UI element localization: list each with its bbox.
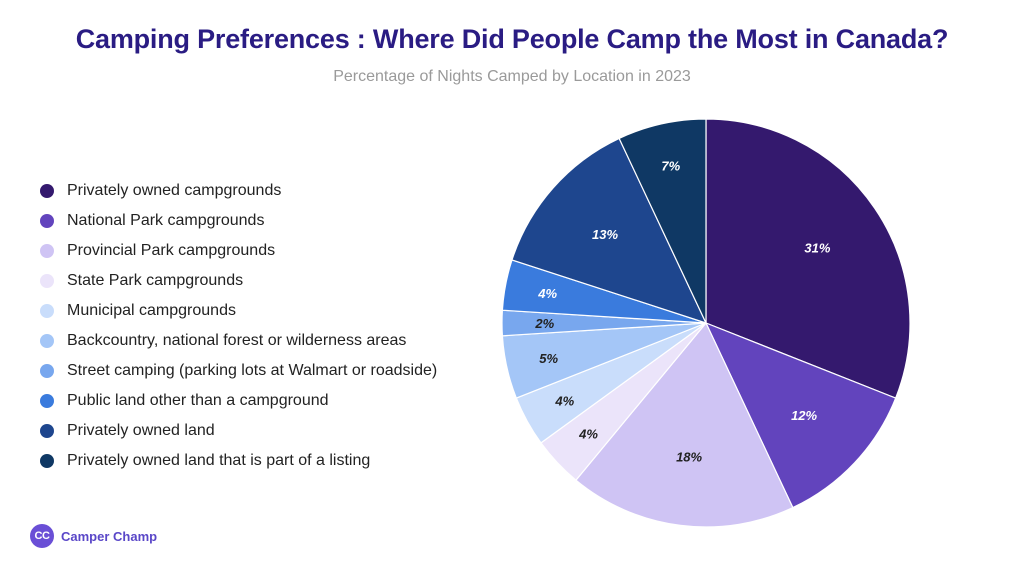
legend-label: National Park campgrounds (67, 212, 265, 229)
legend-label: Privately owned land (67, 422, 215, 439)
legend-label: State Park campgrounds (67, 272, 244, 289)
legend-item: State Park campgrounds (40, 266, 437, 296)
legend: Privately owned campgrounds National Park… (40, 176, 437, 476)
slice-value-label: 5% (539, 351, 558, 366)
slice-value-label: 18% (676, 450, 702, 465)
pie-slice (511, 137, 708, 324)
legend-item: Backcountry, national forest or wilderne… (40, 326, 437, 356)
pie-slice (618, 118, 707, 324)
legend-swatch (40, 304, 54, 318)
pie-slice (704, 321, 897, 509)
legend-item: Provincial Park campgrounds (40, 236, 437, 266)
legend-label: Backcountry, national forest or wilderne… (67, 332, 407, 349)
legend-swatch (40, 454, 54, 468)
chart-subtitle: Percentage of Nights Camped by Location … (333, 68, 691, 85)
slice-value-label: 4% (554, 394, 574, 409)
slice-value-label: 31% (804, 240, 830, 255)
legend-swatch (40, 364, 54, 378)
legend-swatch (40, 424, 54, 438)
pie-slice (705, 118, 911, 399)
legend-swatch (40, 214, 54, 228)
legend-swatch (40, 244, 54, 258)
slice-value-label: 12% (791, 408, 817, 423)
legend-item: Privately owned land that is part of a l… (40, 446, 437, 476)
legend-item: Privately owned land (40, 416, 437, 446)
brand-name: Camper Champ (61, 528, 158, 544)
pie-slice (575, 321, 794, 528)
legend-label: Provincial Park campgrounds (67, 242, 276, 259)
legend-label: Street camping (parking lots at Walmart … (67, 362, 438, 379)
legend-label: Public land other than a campground (67, 392, 329, 409)
legend-label: Privately owned land that is part of a l… (67, 452, 371, 469)
legend-label: Privately owned campgrounds (67, 182, 282, 199)
slice-value-label: 4% (578, 426, 598, 441)
legend-item: Privately owned campgrounds (40, 176, 437, 206)
slice-value-label: 7% (661, 159, 680, 174)
slice-value-label: 13% (592, 227, 618, 242)
legend-swatch (40, 184, 54, 198)
brand-logo-icon: CC (30, 524, 54, 548)
legend-item: Municipal campgrounds (40, 296, 437, 326)
legend-item: Public land other than a campground (40, 386, 437, 416)
legend-item: National Park campgrounds (40, 206, 437, 236)
chart-title: Camping Preferences : Where Did People C… (75, 24, 949, 54)
legend-swatch (40, 394, 54, 408)
slice-value-label: 2% (534, 316, 554, 331)
legend-swatch (40, 274, 54, 288)
brand: CC Camper Champ (30, 524, 157, 548)
legend-label: Municipal campgrounds (67, 302, 236, 319)
legend-item: Street camping (parking lots at Walmart … (40, 356, 437, 386)
slice-value-label: 4% (537, 286, 557, 301)
legend-swatch (40, 334, 54, 348)
